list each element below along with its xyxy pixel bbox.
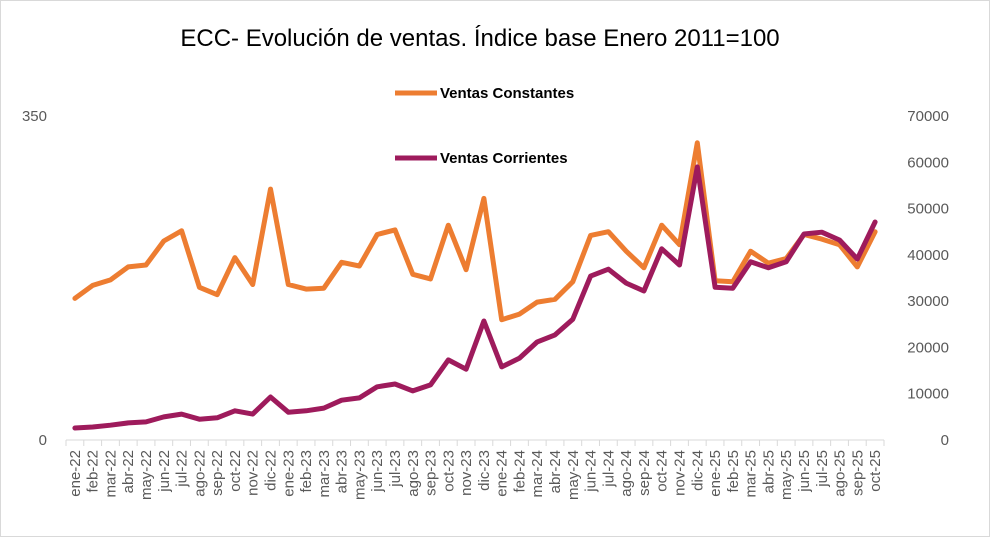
chart-title: ECC- Evolución de ventas. Índice base En…: [180, 25, 779, 52]
x-tick-label: jun-23: [369, 450, 386, 493]
x-tick-label: jun-25: [796, 450, 813, 493]
x-tick-label: ene-23: [280, 450, 297, 497]
x-tick-label: may-24: [565, 450, 582, 500]
x-tick-label: nov-23: [458, 450, 475, 496]
x-tick-label: ene-25: [707, 450, 724, 497]
x-tick-label: mar-24: [529, 450, 546, 498]
x-tick-label: feb-22: [85, 450, 102, 493]
x-tick-label: ago-22: [191, 450, 208, 497]
legend: Ventas Constantes Ventas Corrientes: [395, 85, 574, 167]
x-tick-label: jun-24: [583, 450, 600, 493]
x-tick-label: feb-24: [511, 450, 528, 493]
x-tick-label: may-22: [138, 450, 155, 500]
right-y-tick-label: 0: [941, 432, 949, 449]
x-tick-label: jul-25: [814, 450, 831, 488]
x-tick-label: dic-24: [689, 450, 706, 491]
right-y-tick-label: 30000: [907, 293, 949, 310]
legend-label-corrientes: Ventas Corrientes: [440, 150, 568, 167]
right-y-tick-label: 10000: [907, 386, 949, 403]
x-tick-label: jul-23: [387, 450, 404, 488]
x-tick-label: jul-24: [600, 450, 617, 488]
x-tick-label: jul-22: [174, 450, 191, 488]
x-tick-label: mar-23: [316, 450, 333, 498]
right-y-tick-label: 70000: [907, 108, 949, 125]
x-tick-label: may-23: [351, 450, 368, 500]
series-line-ventas-corrientes: [72, 164, 878, 431]
x-tick-label: oct-23: [440, 450, 457, 492]
x-tick-label: ene-22: [67, 450, 84, 497]
x-tick-label: feb-25: [725, 450, 742, 493]
right-y-tick-label: 20000: [907, 339, 949, 356]
x-tick-label: abr-25: [760, 450, 777, 493]
x-tick-label: dic-23: [476, 450, 493, 491]
legend-label-constantes: Ventas Constantes: [440, 85, 574, 102]
x-tick-label: ene-24: [494, 450, 511, 497]
x-tick-label: abr-22: [120, 450, 137, 493]
x-tick-label: sep-23: [423, 450, 440, 496]
x-tick-label: nov-24: [672, 450, 689, 496]
x-tick-label: ago-25: [832, 450, 849, 497]
x-tick-label: sep-24: [636, 450, 653, 496]
x-tick-label: oct-22: [227, 450, 244, 492]
x-tick-label: ago-23: [405, 450, 422, 497]
x-tick-label: oct-24: [654, 450, 671, 492]
series-line-ventas-constantes: [72, 140, 878, 323]
right-y-tick-label: 40000: [907, 247, 949, 264]
right-y-tick-label: 50000: [907, 201, 949, 218]
x-tick-label: dic-22: [263, 450, 280, 491]
x-tick-label: may-25: [778, 450, 795, 500]
left-y-tick-label: 0: [39, 432, 47, 449]
right-y-tick-label: 60000: [907, 154, 949, 171]
x-tick-label: sep-22: [209, 450, 226, 496]
x-tick-label: oct-25: [867, 450, 884, 492]
x-tick-label: jun-22: [156, 450, 173, 493]
x-tick-label: abr-23: [334, 450, 351, 493]
x-tick-label: mar-22: [102, 450, 119, 498]
x-tick-label: feb-23: [298, 450, 315, 493]
x-tick-label: abr-24: [547, 450, 564, 493]
x-tick-label: sep-25: [849, 450, 866, 496]
left-y-tick-label: 350: [22, 108, 47, 125]
x-tick-label: ago-24: [618, 450, 635, 497]
x-tick-label: mar-25: [743, 450, 760, 498]
x-tick-label: nov-22: [245, 450, 262, 496]
